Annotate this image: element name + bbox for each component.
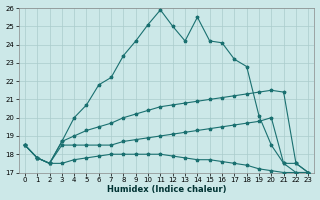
X-axis label: Humidex (Indice chaleur): Humidex (Indice chaleur) [107,185,226,194]
